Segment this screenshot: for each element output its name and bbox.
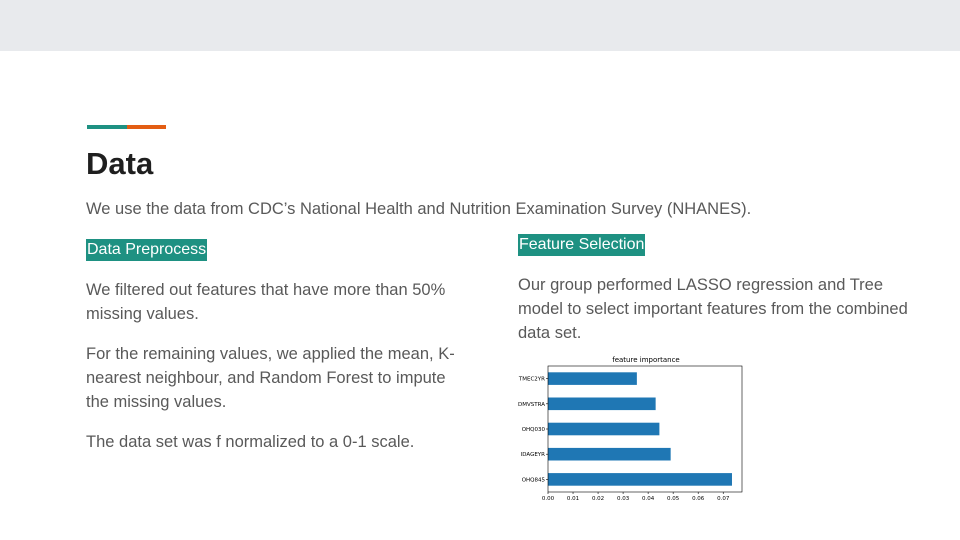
preprocess-paragraph-1: We filtered out features that have more … — [86, 281, 446, 323]
plot-frame — [547, 365, 743, 493]
y-tick-label: TMEC2YR — [518, 377, 545, 383]
data-preprocess-heading: Data Preprocess — [86, 239, 208, 261]
feature-selection-heading: Feature Selection — [518, 234, 646, 256]
chart-title: feature importance — [612, 356, 680, 364]
bar-tmec2yr — [548, 372, 637, 385]
feature-importance-chart: feature importance OHQ845 IDAGEYR OHQ030 DM… — [498, 354, 748, 502]
x-tick-label: 0.04 — [642, 496, 655, 502]
accent-line-teal — [87, 125, 127, 129]
y-tick-label: OHQ030 — [522, 427, 546, 433]
y-tick-label: DMVSTRA — [518, 402, 545, 408]
x-tick-label: 0.07 — [717, 496, 730, 502]
x-tick-label: 0.06 — [692, 496, 705, 502]
feature-selection-paragraph: Our group performed LASSO regression and… — [518, 276, 908, 342]
preprocess-paragraph-3: The data set was f normalized to a 0-1 s… — [86, 433, 415, 451]
x-tick-label: 0.03 — [617, 496, 630, 502]
y-tick-label: IDAGEYR — [521, 452, 546, 458]
x-tick-label: 0.00 — [542, 496, 555, 502]
top-bar — [0, 0, 960, 51]
slide-subtitle: We use the data from CDC’s National Heal… — [86, 200, 752, 218]
x-tick-label: 0.02 — [592, 496, 604, 502]
bar-ohq030 — [548, 422, 660, 436]
bar-dmvstra — [548, 397, 656, 411]
preprocess-paragraph-2: For the remaining values, we applied the… — [86, 345, 455, 411]
x-tick-label: 0.05 — [667, 496, 680, 502]
accent-line-orange — [127, 125, 166, 129]
bar-idageyr — [548, 447, 671, 461]
slide-title: Data — [86, 146, 154, 181]
x-tick-label: 0.01 — [567, 496, 579, 502]
y-tick-label: OHQ845 — [522, 477, 546, 483]
bar-ohq845 — [548, 473, 732, 486]
